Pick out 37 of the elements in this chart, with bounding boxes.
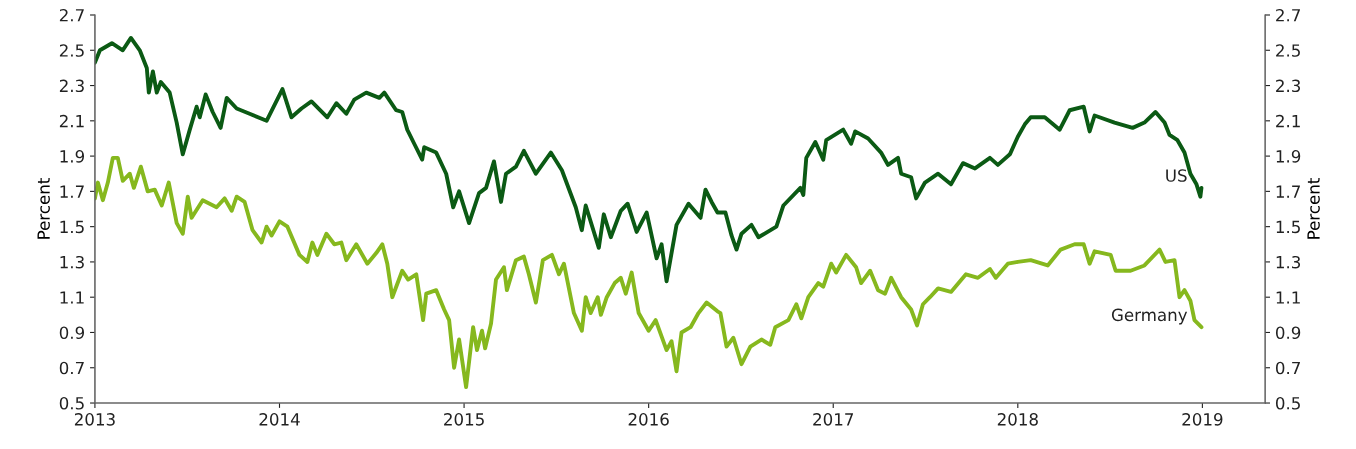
y2-tick-label: 1.5 <box>1276 220 1300 234</box>
series-label: US <box>1166 169 1187 182</box>
y2-axis-title: Percent <box>1307 178 1320 239</box>
y2-tick-label: 0.5 <box>1275 396 1300 410</box>
y-tick-label: 1.7 <box>60 185 84 198</box>
y2-tick-label: 2.1 <box>1276 114 1300 128</box>
y-tick-label: 1.3 <box>60 255 84 269</box>
y-tick-label: 2.1 <box>59 114 84 128</box>
x-tick-label: 2015 <box>444 413 484 426</box>
x-tick-label: 2013 <box>74 413 115 426</box>
y2-tick-label: 1.3 <box>1276 255 1301 269</box>
y-tick-label: 1.9 <box>60 150 85 163</box>
line-series <box>94 35 1204 284</box>
x-tick-label: 2017 <box>813 413 854 426</box>
x-tick-label: 2018 <box>997 413 1038 426</box>
y2-tick-label: 2.3 <box>1276 79 1301 93</box>
x-tick-label: 2016 <box>628 413 669 426</box>
line-series <box>94 155 1204 390</box>
x-tick-label: 2019 <box>1182 413 1223 426</box>
y2-tick-label: 2.5 <box>1276 44 1300 57</box>
y2-tick-label: 1.9 <box>1276 150 1301 163</box>
y2-tick-label: 1.1 <box>1276 291 1300 304</box>
y-tick-label: 0.9 <box>59 326 85 340</box>
x-tick-label: 2014 <box>259 413 300 426</box>
y-tick-label: 1.5 <box>60 220 84 234</box>
y-tick-label: 1.1 <box>60 291 84 304</box>
y-axis-title: Percent <box>37 178 50 239</box>
y-tick-label: 2.7 <box>59 8 84 22</box>
y-tick-label: 2.5 <box>59 44 84 57</box>
y2-tick-label: 0.7 <box>1275 361 1300 375</box>
y2-tick-label: 0.9 <box>1275 326 1301 340</box>
y-tick-label: 0.7 <box>59 361 84 375</box>
y-tick-label: 2.3 <box>59 79 84 93</box>
y2-tick-label: 2.7 <box>1276 8 1300 22</box>
y-tick-label: 0.5 <box>59 396 84 410</box>
y2-tick-label: 1.7 <box>1276 185 1300 198</box>
series-label: Germany <box>1111 308 1188 325</box>
